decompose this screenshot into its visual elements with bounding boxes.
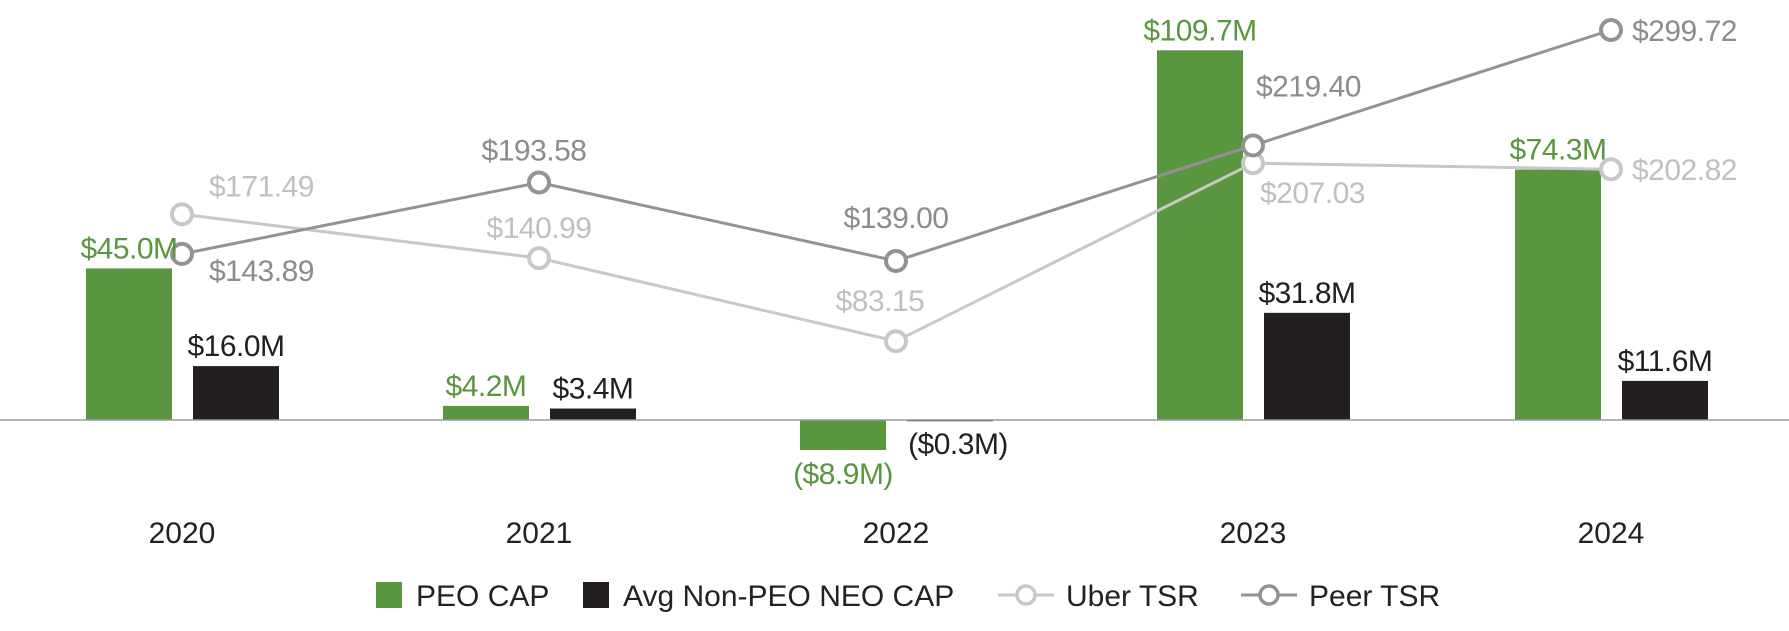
- legend-item: Uber TSR: [998, 580, 1199, 613]
- bar-layer: [86, 50, 1708, 450]
- x-tick-label: 2024: [1578, 517, 1645, 550]
- bar-data-label: $74.3M: [1509, 134, 1606, 167]
- legend-label: Avg Non-PEO NEO CAP: [623, 580, 954, 613]
- line-data-label: $207.03: [1260, 177, 1365, 210]
- line-data-label: $83.15: [836, 285, 925, 318]
- point-uber-tsr-2021: [527, 246, 551, 271]
- legend-label: Peer TSR: [1309, 580, 1440, 613]
- bar-non-peo-cap-2020: [193, 366, 279, 420]
- bar-peo-cap-2020: [86, 268, 172, 420]
- bar-non-peo-cap-2023: [1264, 312, 1350, 420]
- point-peer-tsr-2023: [1241, 133, 1265, 158]
- line-data-label: $143.89: [209, 255, 314, 288]
- bar-peo-cap-2022: [800, 420, 886, 450]
- point-peer-tsr-2021: [527, 170, 551, 195]
- legend-label: Uber TSR: [1066, 580, 1199, 613]
- line-data-label: $219.40: [1256, 70, 1361, 103]
- legend-swatch: [583, 582, 609, 608]
- bar-data-label: $16.0M: [187, 330, 284, 363]
- point-peer-tsr-2022: [884, 248, 908, 273]
- bar-non-peo-cap-2021: [550, 408, 636, 420]
- point-peer-tsr-2020: [170, 241, 194, 266]
- bar-data-label: $45.0M: [80, 232, 177, 265]
- line-data-label: $299.72: [1632, 15, 1737, 48]
- line-data-label: $193.58: [482, 135, 587, 168]
- bar-peo-cap-2024: [1515, 169, 1601, 420]
- legend-label: PEO CAP: [416, 580, 549, 613]
- bar-data-label: ($0.3M): [908, 428, 1008, 461]
- bar-data-label: $11.6M: [1618, 345, 1713, 378]
- line-layer: [170, 18, 1623, 354]
- legend-item: PEO CAP: [376, 580, 549, 613]
- bar-peo-cap-2021: [443, 405, 529, 420]
- x-tick-label: 2023: [1220, 517, 1287, 550]
- point-peer-tsr-2024: [1599, 18, 1623, 43]
- legend-item: Peer TSR: [1241, 580, 1440, 613]
- legend-item: Avg Non-PEO NEO CAP: [583, 580, 954, 613]
- point-uber-tsr-2020: [170, 202, 194, 227]
- line-data-label: $171.49: [209, 170, 314, 203]
- bar-data-label: $3.4M: [553, 373, 634, 406]
- line-data-label: $139.00: [844, 202, 949, 235]
- bar-non-peo-cap-2024: [1622, 380, 1708, 420]
- line-data-label: $202.82: [1632, 154, 1737, 187]
- legend: PEO CAP Avg Non-PEO NEO CAP Uber TSR Peer T…: [376, 580, 1440, 613]
- x-tick-label: 2022: [863, 517, 930, 550]
- point-uber-tsr-2024: [1599, 157, 1623, 182]
- point-uber-tsr-2022: [884, 329, 908, 354]
- legend-marker: [1015, 584, 1037, 606]
- bar-data-label: $31.8M: [1258, 277, 1355, 310]
- legend-marker: [1258, 584, 1280, 606]
- data-label-layer: $45.0M $4.2M ($8.9M) $109.7M $74.3M $16.0M $3.…: [80, 14, 1737, 491]
- x-axis-ticks: 2020 2021 2022 2023 2024: [149, 517, 1645, 550]
- x-tick-label: 2021: [506, 517, 573, 550]
- bar-data-label: $4.2M: [446, 370, 527, 403]
- line-data-label: $140.99: [487, 212, 592, 245]
- x-tick-label: 2020: [149, 517, 216, 550]
- bar-data-label: ($8.9M): [793, 458, 893, 491]
- legend-swatch: [376, 582, 402, 608]
- bar-data-label: $109.7M: [1143, 14, 1256, 47]
- bar-peo-cap-2023: [1157, 50, 1243, 420]
